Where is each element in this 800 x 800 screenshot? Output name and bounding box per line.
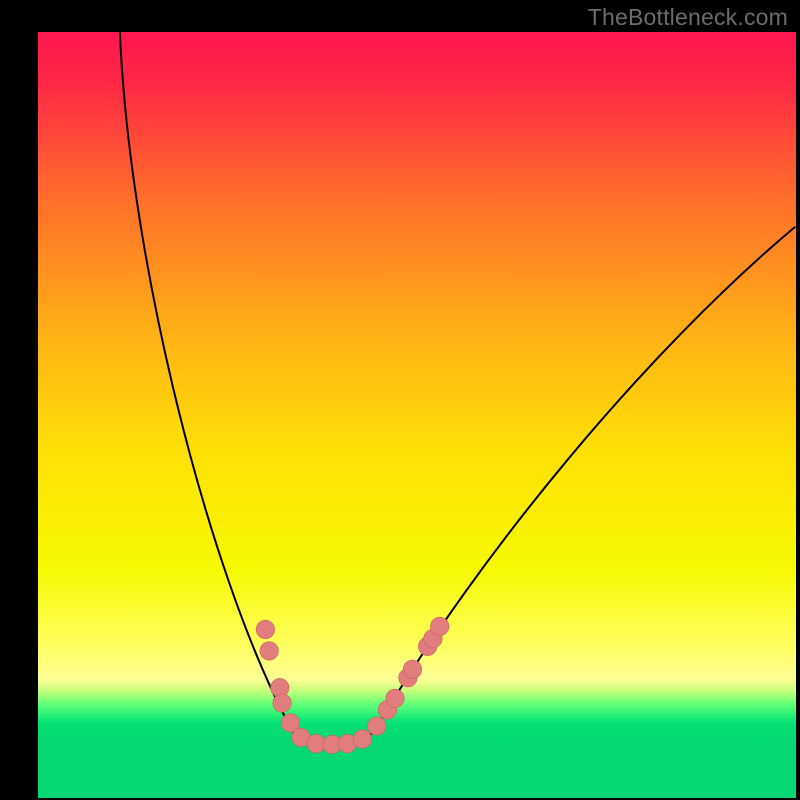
bottleneck-chart [38,32,796,798]
gradient-background [38,32,796,798]
curve-marker [368,717,386,735]
curve-marker [353,730,371,748]
chart-frame: TheBottleneck.com [0,0,800,800]
curve-marker [256,620,274,638]
watermark-text: TheBottleneck.com [588,4,788,31]
curve-marker [430,617,448,635]
curve-marker [273,694,291,712]
plot-area [38,32,796,798]
curve-marker [386,689,404,707]
curve-marker [403,660,421,678]
curve-marker [260,642,278,660]
